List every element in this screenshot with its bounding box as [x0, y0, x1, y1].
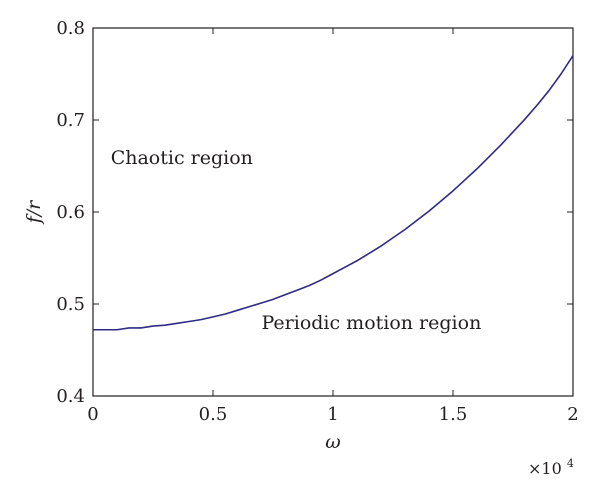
x-tick-label: 2	[567, 404, 578, 425]
y-axis-label: f/r	[23, 199, 45, 225]
boundary-curve	[93, 55, 574, 331]
x-axis-multiplier-exponent: 4	[567, 457, 574, 470]
plot-area	[92, 27, 574, 397]
annotation-layer: Chaotic region Periodic motion region	[111, 147, 482, 334]
x-tick-label: 1	[327, 404, 338, 425]
x-tick-label: 0.5	[199, 404, 228, 425]
y-tick-label: 0.5	[56, 294, 85, 315]
x-tick-label: 0	[87, 404, 98, 425]
series-layer	[93, 55, 574, 331]
x-axis-label: ω	[325, 431, 341, 453]
y-tick-label: 0.4	[56, 386, 85, 407]
x-tick-label: 1.5	[439, 404, 468, 425]
region-annotation: Chaotic region	[111, 147, 253, 169]
y-tick-label: 0.7	[56, 110, 85, 131]
y-tick-label: 0.8	[56, 18, 85, 39]
region-annotation: Periodic motion region	[261, 312, 481, 334]
x-axis-multiplier-base: ×10	[528, 459, 562, 478]
tick-marks	[92, 27, 574, 397]
y-tick-label: 0.6	[56, 202, 85, 223]
x-axis-multiplier: ×10 4	[528, 457, 574, 478]
tick-labels: 0 0.5 1 1.5 2 0.4 0.5 0.6 0.7 0.8	[56, 18, 578, 425]
